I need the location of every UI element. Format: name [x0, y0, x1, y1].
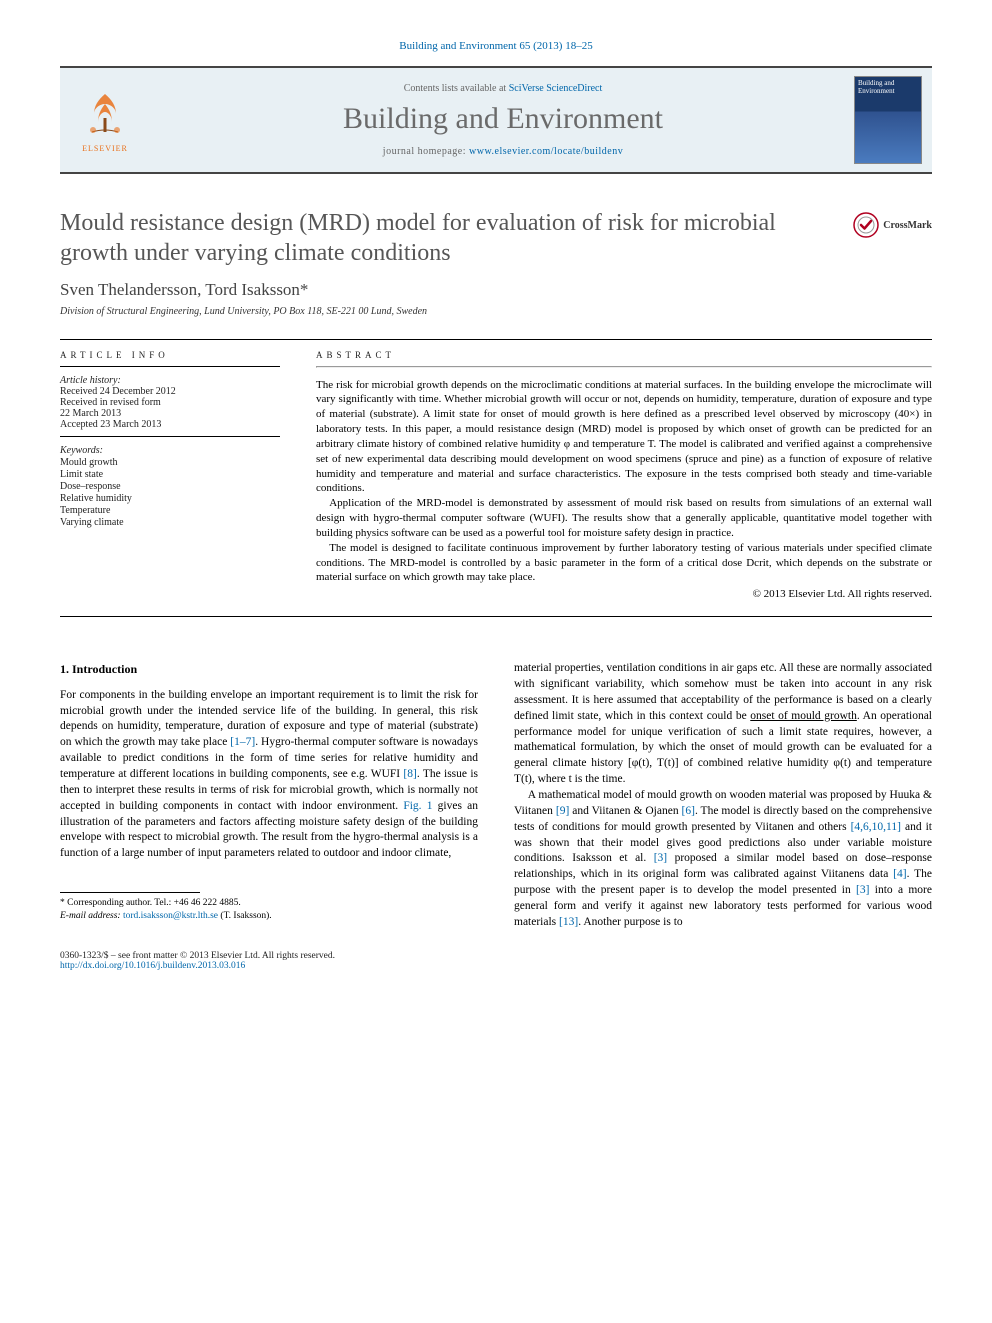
meta-row: ARTICLE INFO Article history: Received 2… — [60, 350, 932, 602]
journal-banner: ELSEVIER Contents lists available at Sci… — [60, 66, 932, 174]
ref-link-6[interactable]: [6] — [682, 805, 695, 817]
crossmark-icon — [853, 212, 879, 238]
email-link[interactable]: tord.isaksson@kstr.lth.se — [123, 911, 218, 921]
contents-available-line: Contents lists available at SciVerse Sci… — [152, 83, 854, 94]
onset-underlined: onset of mould growth — [750, 710, 857, 722]
intro-heading: 1. Introduction — [60, 661, 478, 678]
journal-cover-thumbnail: Building and Environment — [854, 76, 922, 164]
right-column: material properties, ventilation conditi… — [514, 661, 932, 931]
separator-bottom — [60, 616, 932, 617]
ref-link-13[interactable]: [13] — [559, 916, 578, 928]
intro-left-para: For components in the building envelope … — [60, 688, 478, 862]
footnotes: * Corresponding author. Tel.: +46 46 222… — [60, 897, 478, 922]
homepage-prefix: journal homepage: — [383, 146, 469, 157]
corresponding-author: * Corresponding author. Tel.: +46 46 222… — [60, 897, 478, 909]
abstract-block: ABSTRACT The risk for microbial growth d… — [316, 350, 932, 602]
journal-name: Building and Environment — [152, 102, 854, 136]
history-received: Received 24 December 2012 — [60, 386, 280, 397]
article-title: Mould resistance design (MRD) model for … — [60, 208, 837, 268]
intro-right-p1: material properties, ventilation conditi… — [514, 661, 932, 788]
issn-line: 0360-1323/$ – see front matter © 2013 El… — [60, 951, 932, 961]
page-container: Building and Environment 65 (2013) 18–25… — [0, 0, 992, 1011]
email-label: E-mail address: — [60, 911, 123, 921]
top-citation: Building and Environment 65 (2013) 18–25 — [60, 40, 932, 52]
history-accepted: Accepted 23 March 2013 — [60, 419, 280, 430]
top-citation-link[interactable]: Building and Environment 65 (2013) 18–25 — [399, 40, 592, 52]
article-info-rule — [60, 366, 280, 367]
abstract-p3: The model is designed to facilitate cont… — [316, 541, 932, 586]
authors-line: Sven Thelandersson, Tord Isaksson* — [60, 280, 932, 300]
crossmark-badge[interactable]: CrossMark — [853, 212, 932, 238]
abstract-p1: The risk for microbial growth depends on… — [316, 378, 932, 497]
doi-link[interactable]: http://dx.doi.org/10.1016/j.buildenv.201… — [60, 961, 245, 971]
contents-prefix: Contents lists available at — [404, 83, 509, 94]
article-history-label: Article history: — [60, 375, 280, 386]
sciencedirect-link[interactable]: SciVerse ScienceDirect — [509, 83, 603, 94]
body-columns: 1. Introduction For components in the bu… — [60, 661, 932, 931]
keyword: Dose–response — [60, 481, 280, 492]
ref-link-3[interactable]: [3] — [654, 852, 667, 864]
keyword: Varying climate — [60, 517, 280, 528]
abstract-rule — [316, 366, 932, 368]
footnote-separator — [60, 892, 200, 893]
keyword: Limit state — [60, 469, 280, 480]
elsevier-tree-icon — [78, 88, 132, 142]
abstract-heading: ABSTRACT — [316, 350, 932, 360]
keyword: Relative humidity — [60, 493, 280, 504]
text-span: . Another purpose is to — [578, 916, 682, 928]
affiliation-line: Division of Structural Engineering, Lund… — [60, 306, 932, 317]
ref-link-4-6-10-11[interactable]: [4,6,10,11] — [851, 821, 901, 833]
bottom-block: 0360-1323/$ – see front matter © 2013 El… — [60, 951, 932, 971]
text-span: and Viitanen & Ojanen — [569, 805, 681, 817]
email-line: E-mail address: tord.isaksson@kstr.lth.s… — [60, 910, 478, 922]
keywords-rule — [60, 436, 280, 437]
left-column: 1. Introduction For components in the bu… — [60, 661, 478, 931]
ref-link-3b[interactable]: [3] — [856, 884, 869, 896]
abstract-copyright: © 2013 Elsevier Ltd. All rights reserved… — [316, 587, 932, 602]
ref-link-1-7[interactable]: [1–7] — [230, 736, 255, 748]
title-row: Mould resistance design (MRD) model for … — [60, 208, 932, 268]
keywords-list: Mould growth Limit state Dose–response R… — [60, 457, 280, 528]
abstract-p2: Application of the MRD-model is demonstr… — [316, 496, 932, 541]
keywords-label: Keywords: — [60, 445, 280, 456]
publisher-logo-text: ELSEVIER — [82, 144, 128, 153]
cover-journal-title: Building and Environment — [858, 80, 918, 95]
publisher-logo: ELSEVIER — [70, 85, 140, 155]
homepage-link[interactable]: www.elsevier.com/locate/buildenv — [469, 146, 623, 157]
separator-top — [60, 339, 932, 340]
email-tail: (T. Isaksson). — [218, 911, 272, 921]
keyword: Temperature — [60, 505, 280, 516]
ref-link-8[interactable]: [8] — [403, 768, 416, 780]
ref-link-9[interactable]: [9] — [556, 805, 569, 817]
abstract-body: The risk for microbial growth depends on… — [316, 378, 932, 603]
article-info-block: ARTICLE INFO Article history: Received 2… — [60, 350, 280, 602]
ref-link-4[interactable]: [4] — [893, 868, 906, 880]
homepage-line: journal homepage: www.elsevier.com/locat… — [152, 146, 854, 157]
intro-right-p2: A mathematical model of mould growth on … — [514, 788, 932, 931]
keyword: Mould growth — [60, 457, 280, 468]
history-revised-2: 22 March 2013 — [60, 408, 280, 419]
article-info-heading: ARTICLE INFO — [60, 350, 280, 360]
history-revised-1: Received in revised form — [60, 397, 280, 408]
banner-mid: Contents lists available at SciVerse Sci… — [152, 83, 854, 157]
crossmark-label: CrossMark — [883, 220, 932, 231]
fig-link-1[interactable]: Fig. 1 — [403, 800, 432, 812]
